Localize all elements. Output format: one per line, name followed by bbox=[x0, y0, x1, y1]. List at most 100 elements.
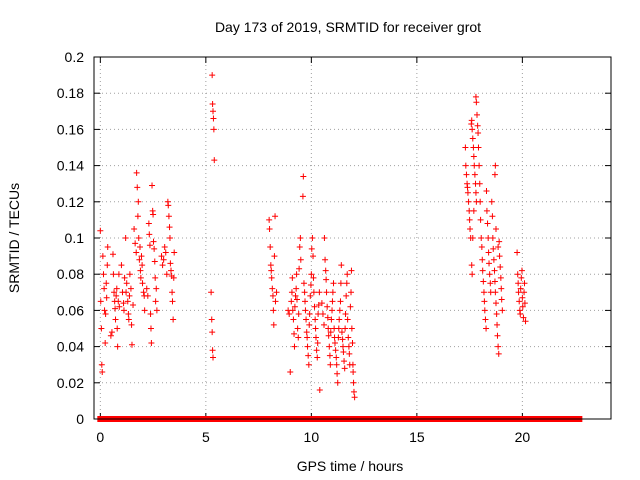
data-point bbox=[300, 280, 307, 287]
data-point bbox=[321, 235, 328, 241]
data-point bbox=[331, 339, 338, 346]
data-point bbox=[165, 213, 172, 220]
data-point bbox=[307, 282, 314, 289]
data-point bbox=[470, 153, 477, 160]
data-point bbox=[115, 298, 122, 305]
data-point bbox=[343, 280, 350, 287]
y-tick-label: 0.06 bbox=[57, 302, 84, 318]
data-point bbox=[311, 303, 318, 310]
data-point bbox=[485, 249, 492, 256]
data-point bbox=[272, 298, 279, 305]
data-point bbox=[294, 296, 301, 303]
data-point bbox=[102, 311, 109, 318]
data-point bbox=[321, 321, 328, 328]
data-point bbox=[210, 115, 217, 122]
data-point bbox=[471, 171, 478, 178]
data-point bbox=[521, 280, 528, 287]
data-point bbox=[128, 341, 135, 348]
data-point bbox=[474, 122, 481, 129]
data-point bbox=[496, 238, 503, 245]
data-point bbox=[113, 292, 120, 299]
data-point bbox=[296, 244, 303, 251]
data-point bbox=[269, 285, 276, 292]
data-point bbox=[495, 350, 502, 357]
x-axis-label: GPS time / hours bbox=[297, 458, 404, 474]
data-point bbox=[516, 298, 523, 305]
data-point bbox=[491, 171, 498, 178]
data-point bbox=[169, 289, 176, 296]
data-point bbox=[472, 93, 479, 100]
data-point bbox=[134, 213, 141, 220]
data-point bbox=[517, 311, 524, 318]
data-point bbox=[290, 316, 297, 323]
data-point bbox=[463, 171, 470, 178]
data-point bbox=[147, 311, 154, 318]
data-point bbox=[266, 225, 273, 232]
data-point bbox=[342, 311, 349, 318]
data-point bbox=[462, 144, 469, 151]
data-point bbox=[514, 271, 521, 278]
data-point bbox=[133, 249, 140, 256]
data-point bbox=[124, 298, 131, 305]
data-point bbox=[109, 251, 116, 258]
data-point bbox=[522, 318, 529, 325]
data-point bbox=[268, 274, 275, 281]
data-point bbox=[486, 271, 493, 278]
data-point bbox=[208, 316, 215, 323]
data-point bbox=[515, 280, 522, 287]
data-point bbox=[103, 294, 110, 301]
data-point bbox=[166, 224, 173, 231]
data-point bbox=[99, 368, 106, 375]
data-point bbox=[349, 339, 356, 346]
data-point bbox=[495, 244, 502, 251]
data-point bbox=[266, 216, 273, 223]
data-point bbox=[153, 307, 160, 314]
data-point bbox=[327, 329, 334, 336]
data-point bbox=[304, 334, 311, 341]
data-point bbox=[348, 289, 355, 296]
data-point bbox=[521, 289, 528, 296]
data-point bbox=[330, 280, 337, 287]
y-tick-label: 0.08 bbox=[57, 266, 84, 282]
data-point bbox=[334, 379, 341, 386]
data-point bbox=[312, 325, 319, 332]
data-point bbox=[267, 262, 274, 269]
data-point bbox=[350, 388, 357, 395]
x-tick-label: 20 bbox=[515, 429, 531, 445]
data-point bbox=[334, 370, 341, 377]
data-point bbox=[146, 242, 153, 249]
data-point bbox=[305, 352, 312, 359]
data-point bbox=[478, 244, 485, 251]
data-point bbox=[162, 249, 169, 256]
data-point bbox=[492, 289, 499, 296]
data-point bbox=[209, 101, 216, 108]
data-point bbox=[312, 316, 319, 323]
data-point bbox=[323, 276, 330, 283]
data-point bbox=[166, 235, 173, 241]
data-point bbox=[163, 271, 170, 278]
data-point bbox=[326, 343, 333, 350]
data-point bbox=[126, 292, 133, 299]
data-point bbox=[336, 307, 343, 314]
data-point bbox=[136, 256, 143, 263]
data-point bbox=[348, 325, 355, 332]
data-point bbox=[336, 316, 343, 323]
data-point bbox=[302, 298, 309, 305]
data-point bbox=[144, 292, 151, 299]
data-point bbox=[333, 361, 340, 368]
data-point bbox=[470, 144, 477, 151]
data-point bbox=[327, 361, 334, 368]
data-point bbox=[472, 189, 479, 196]
data-point bbox=[464, 189, 471, 196]
data-point bbox=[137, 244, 144, 251]
data-point bbox=[341, 365, 348, 372]
data-point bbox=[269, 292, 276, 299]
data-point bbox=[492, 300, 499, 307]
data-point bbox=[307, 292, 314, 299]
data-point bbox=[306, 321, 313, 328]
data-point bbox=[476, 180, 483, 187]
data-point bbox=[143, 285, 150, 292]
data-point bbox=[152, 298, 159, 305]
data-point bbox=[351, 394, 358, 401]
